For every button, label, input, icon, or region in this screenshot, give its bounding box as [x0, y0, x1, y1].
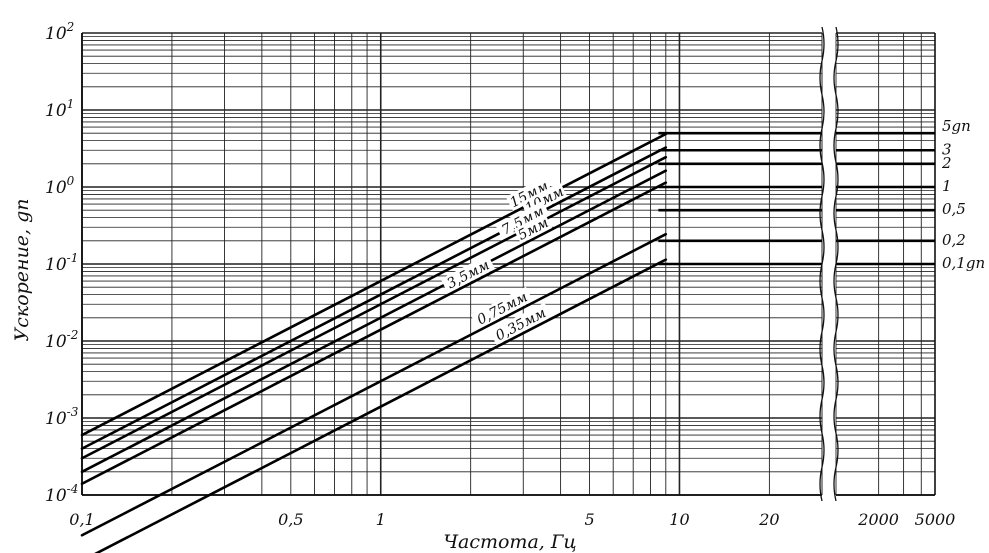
axis-break	[819, 26, 839, 502]
label-background	[489, 302, 552, 346]
label-background	[505, 176, 553, 212]
label-background	[470, 286, 534, 330]
level-label: 2	[941, 154, 952, 172]
level-label: 0,5	[942, 200, 966, 218]
y-tick-label: 10-4	[45, 482, 78, 506]
displacement-line	[80, 181, 668, 486]
x-tick-label: 5	[584, 510, 594, 529]
x-axis-label: Частота, Гц	[443, 531, 576, 553]
x-tick-label: 0,1	[69, 510, 94, 529]
y-tick-label: 10-1	[45, 251, 78, 275]
y-axis-label: Ускорение, gn	[11, 198, 33, 341]
x-tick-label: 10	[669, 510, 689, 529]
x-tick-label: 2000	[857, 510, 899, 529]
label-background	[495, 200, 550, 240]
level-label: 5gn	[942, 117, 971, 135]
displacement-line	[80, 155, 668, 460]
x-tick-label: 0,5	[278, 510, 303, 529]
y-tick-label: 10-3	[45, 405, 79, 429]
displacement-line	[80, 169, 668, 474]
axis-break-gap	[823, 27, 835, 501]
axis-break-mark	[819, 26, 825, 502]
level-label: 0,2	[942, 231, 966, 249]
y-tick-label: 102	[45, 20, 74, 44]
grid	[81, 32, 936, 496]
x-tick-label: 20	[758, 510, 779, 529]
level-label: 1	[942, 177, 952, 195]
displacement-line	[80, 232, 668, 537]
chart-lines	[80, 131, 935, 553]
x-tick-label: 1	[376, 510, 386, 529]
tick-labels: 0,1 0,5 1 5 10 20 2000 5000 10-4 10-3 10-2 10-1 100 1…	[45, 20, 955, 529]
label-background	[513, 213, 553, 244]
level-label: 3	[942, 140, 952, 158]
displacement-line	[80, 146, 668, 450]
axis-break-mark	[833, 26, 839, 502]
y-tick-label: 100	[45, 174, 75, 198]
y-tick-label: 101	[45, 97, 74, 121]
displacement-line	[94, 258, 668, 553]
label-background	[440, 254, 496, 294]
displacement-line	[80, 132, 668, 437]
y-tick-label: 10-2	[45, 328, 78, 352]
level-label: 0,1gn	[942, 254, 985, 272]
x-tick-label: 5000	[915, 510, 956, 529]
